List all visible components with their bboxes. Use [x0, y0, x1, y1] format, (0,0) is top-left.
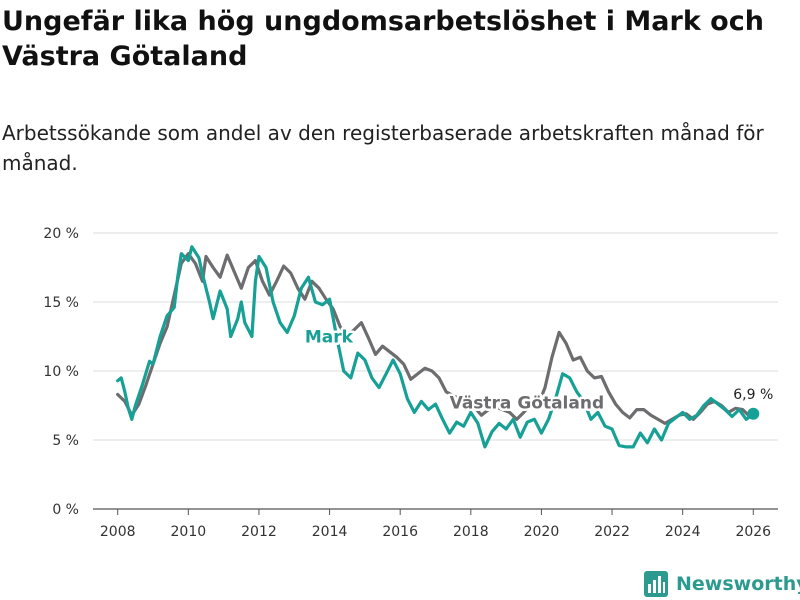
x-tick-label: 2022 — [594, 524, 630, 540]
line-chart: 0 %5 %10 %15 %20 % 2008 2010 2012 2014 2016 2… — [43, 226, 778, 540]
brand-logo[interactable]: Newsworthy — [644, 569, 800, 599]
brand-name: Newsworthy — [676, 573, 800, 595]
y-tick-label: 5 % — [52, 433, 79, 449]
bar-chart-icon — [644, 571, 668, 597]
chart-title: Ungefär lika hög ungdomsarbetslöshet i M… — [2, 6, 764, 72]
y-tick-label: 0 % — [52, 502, 79, 518]
x-axis: 2008 2010 2012 2014 2016 2018 2020 2022 2024 2026 — [100, 509, 771, 540]
series-labels: Västra Götaland Mark 6,9 % — [302, 325, 775, 420]
vastra-gotaland-series-label: Västra Götaland — [450, 394, 605, 414]
y-axis: 0 % 5 % 10 % 15 % 20 % — [43, 226, 79, 518]
mark-end-point — [747, 407, 760, 420]
x-tick-label: 2026 — [735, 524, 771, 540]
mark-series-line — [116, 245, 755, 449]
x-tick-label: 2014 — [312, 524, 348, 540]
x-tick-label: 2008 — [100, 524, 136, 540]
mark-end-value-label: 6,9 % — [733, 387, 773, 403]
y-tick-label: 20 % — [43, 226, 79, 242]
x-tick-label: 2018 — [453, 524, 489, 540]
mark-series-label: Mark — [305, 328, 354, 348]
chart-subtitle: Arbetssökande som andel av den registerb… — [2, 121, 764, 175]
vastra-gotaland-series-line — [116, 252, 755, 425]
x-tick-label: 2020 — [524, 524, 560, 540]
x-tick-label: 2010 — [171, 524, 207, 540]
series-lines — [116, 245, 755, 449]
y-tick-label: 10 % — [43, 364, 79, 380]
y-tick-label: 15 % — [43, 295, 79, 311]
x-tick-label: 2012 — [241, 524, 277, 540]
gridlines — [93, 232, 778, 510]
x-tick-label: 2024 — [665, 524, 701, 540]
x-tick-label: 2016 — [382, 524, 418, 540]
